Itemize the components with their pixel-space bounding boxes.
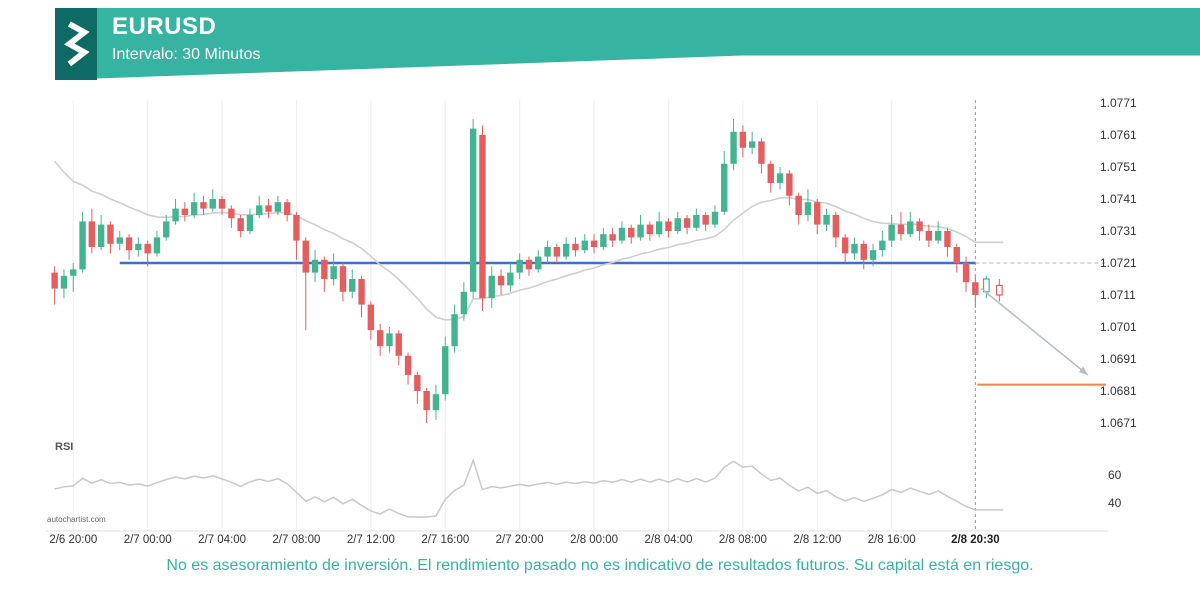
forecast-arrow: [980, 288, 1089, 376]
autochartist-logo: [55, 8, 97, 80]
svg-text:2/8 20:30: 2/8 20:30: [951, 534, 1000, 546]
svg-text:2/7 12:00: 2/7 12:00: [347, 534, 395, 546]
svg-text:1.0691: 1.0691: [1100, 352, 1137, 366]
candles-layer: [51, 119, 979, 423]
forecast-candles: [982, 275, 1003, 302]
svg-text:2/6 20:00: 2/6 20:00: [49, 534, 97, 546]
svg-text:1.0711: 1.0711: [1100, 288, 1136, 302]
svg-text:1.0671: 1.0671: [1100, 416, 1137, 430]
rsi-line: [54, 457, 1004, 518]
watermark: autochartist.com: [47, 515, 106, 524]
gridlines: [46, 100, 1108, 532]
svg-text:2/7 20:00: 2/7 20:00: [496, 534, 544, 546]
svg-text:2/8 16:00: 2/8 16:00: [868, 534, 916, 546]
svg-text:2/8 12:00: 2/8 12:00: [793, 534, 841, 546]
svg-text:1.0701: 1.0701: [1100, 320, 1137, 334]
svg-text:1.0751: 1.0751: [1100, 160, 1137, 174]
svg-text:2/8 00:00: 2/8 00:00: [570, 534, 618, 546]
svg-text:1.0681: 1.0681: [1100, 384, 1137, 398]
svg-text:60: 60: [1108, 468, 1122, 482]
autochartist-logo-icon: [64, 21, 90, 67]
forecast-arrowhead: [1078, 366, 1088, 375]
svg-text:1.0721: 1.0721: [1100, 256, 1137, 270]
disclaimer-text: No es asesoramiento de inversión. El ren…: [166, 557, 1034, 574]
x-axis-labels: 2/6 20:00 2/7 00:00 2/7 04:00 2/7 08:00 2/7 …: [49, 534, 999, 546]
svg-text:2/7 08:00: 2/7 08:00: [272, 534, 320, 546]
svg-text:2/8 08:00: 2/8 08:00: [719, 534, 767, 546]
symbol-title: EURUSD: [112, 13, 217, 40]
svg-text:2/7 16:00: 2/7 16:00: [421, 534, 469, 546]
y-axis-labels: 1.0771 1.0761 1.0751 1.0741 1.0731 1.0721 1.07…: [1100, 96, 1137, 430]
moving-average-line: [53, 160, 1004, 321]
svg-text:1.0731: 1.0731: [1100, 224, 1137, 238]
svg-text:2/7 04:00: 2/7 04:00: [198, 534, 246, 546]
rsi-pane-label: RSI: [55, 441, 74, 453]
svg-text:1.0741: 1.0741: [1100, 192, 1137, 206]
interval-label: Intervalo: 30 Minutos: [112, 46, 261, 63]
rsi-axis-labels: 60 40: [1108, 468, 1122, 510]
svg-text:40: 40: [1108, 496, 1122, 510]
svg-text:2/8 04:00: 2/8 04:00: [645, 534, 693, 546]
svg-text:1.0771: 1.0771: [1100, 96, 1137, 110]
svg-text:1.0761: 1.0761: [1100, 128, 1137, 142]
svg-text:2/7 00:00: 2/7 00:00: [124, 534, 172, 546]
